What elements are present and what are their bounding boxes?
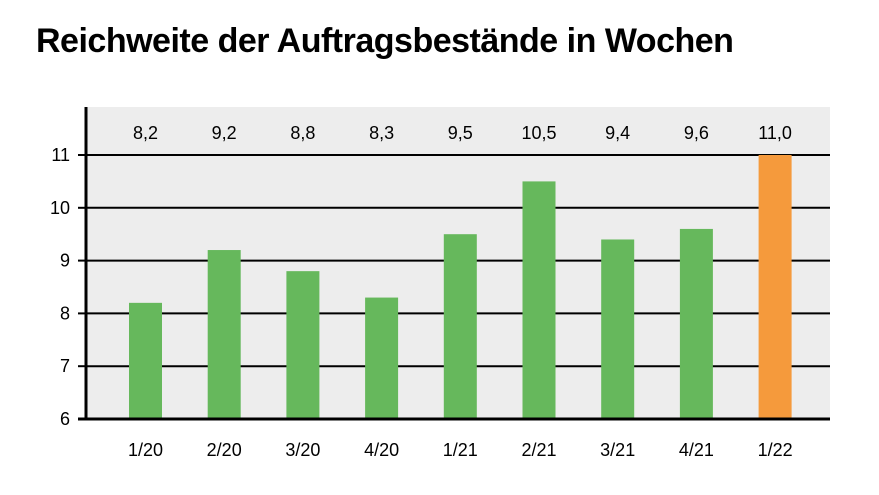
y-tick-label: 9 bbox=[60, 251, 70, 271]
y-tick-label: 6 bbox=[60, 409, 70, 429]
y-tick-label: 8 bbox=[60, 303, 70, 323]
bar-1-22 bbox=[758, 155, 792, 419]
x-tick-label: 1/21 bbox=[443, 440, 478, 460]
y-tick-label: 11 bbox=[51, 145, 70, 165]
x-tick-label: 2/20 bbox=[207, 440, 242, 460]
x-tick-label: 2/21 bbox=[521, 440, 556, 460]
bar-2-21 bbox=[522, 181, 556, 419]
bar-1-20 bbox=[129, 302, 162, 419]
x-tick-label: 4/20 bbox=[364, 440, 399, 460]
y-tick-label: 7 bbox=[60, 356, 70, 376]
y-tick-label: 10 bbox=[50, 198, 70, 218]
data-label: 9,6 bbox=[684, 123, 709, 143]
data-label: 11,0 bbox=[758, 123, 792, 143]
bar-3-20 bbox=[286, 271, 320, 419]
bar-3-21 bbox=[601, 239, 635, 419]
data-label: 10,5 bbox=[521, 123, 556, 143]
x-tick-label: 1/22 bbox=[758, 440, 793, 460]
bar-4-21 bbox=[679, 228, 713, 419]
data-label: 9,4 bbox=[605, 123, 630, 143]
bar-2-20 bbox=[207, 250, 241, 419]
data-label: 8,3 bbox=[369, 123, 394, 143]
x-tick-label: 3/20 bbox=[285, 440, 320, 460]
bar-1-21 bbox=[443, 234, 477, 419]
x-tick-label: 3/21 bbox=[600, 440, 635, 460]
data-label: 9,2 bbox=[212, 123, 237, 143]
data-label: 8,2 bbox=[133, 123, 158, 143]
bars bbox=[129, 155, 792, 419]
chart-title: Reichweite der Auftragsbestände in Woche… bbox=[36, 22, 734, 60]
data-label: 8,8 bbox=[290, 123, 315, 143]
labels: 6 7 8 9 10 11 8,2 1/20 9,2 2/20 8,8 3/20 8,3 4/20 9,5 1… bbox=[50, 123, 793, 460]
data-label: 9,5 bbox=[448, 123, 473, 143]
bar-4-20 bbox=[365, 297, 399, 419]
x-tick-label: 4/21 bbox=[679, 440, 714, 460]
x-tick-label: 1/20 bbox=[128, 440, 163, 460]
